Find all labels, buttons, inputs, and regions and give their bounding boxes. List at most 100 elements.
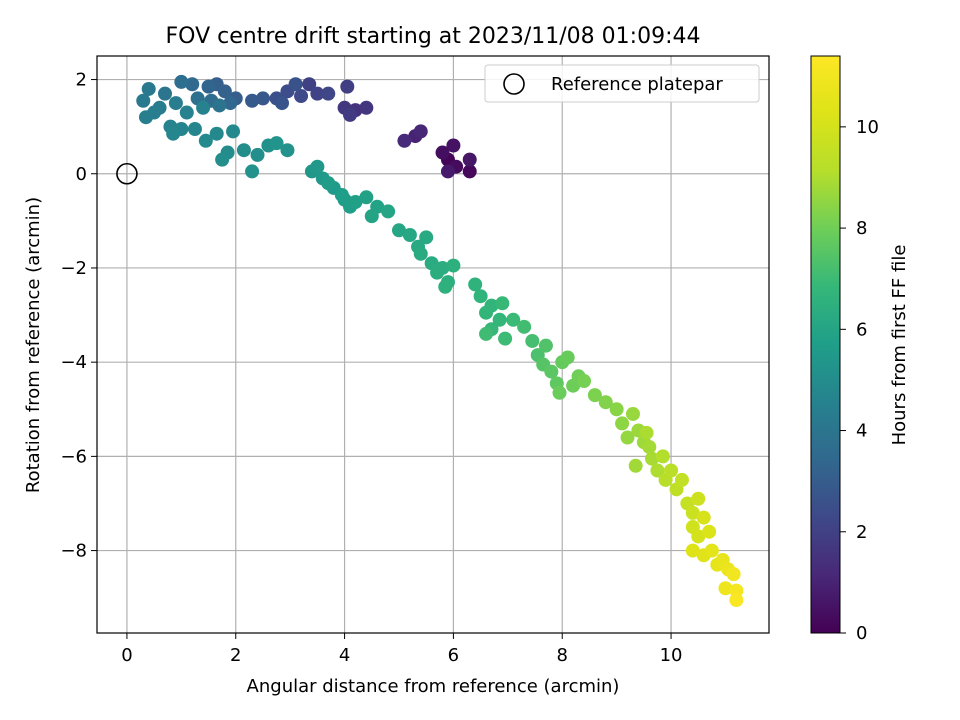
data-point xyxy=(525,333,540,348)
data-point xyxy=(655,449,670,464)
data-point xyxy=(250,147,265,162)
data-point xyxy=(492,312,507,327)
data-point xyxy=(198,133,213,148)
y-tick-label: 2 xyxy=(76,70,87,91)
data-point xyxy=(236,143,251,158)
data-point xyxy=(468,277,483,292)
data-point xyxy=(212,98,227,113)
data-point xyxy=(340,79,355,94)
data-point xyxy=(729,593,744,608)
data-point xyxy=(359,190,374,205)
data-point xyxy=(696,510,711,525)
data-point xyxy=(245,164,260,179)
legend-box xyxy=(484,64,760,103)
data-point xyxy=(302,77,317,92)
reference-marker xyxy=(116,162,138,185)
data-point xyxy=(560,350,575,365)
data-point xyxy=(245,93,260,108)
y-tick-label: −4 xyxy=(60,352,87,373)
data-point xyxy=(158,86,173,101)
legend: Reference platepar xyxy=(484,64,760,103)
data-point xyxy=(438,279,453,294)
data-point xyxy=(413,124,428,139)
data-point xyxy=(702,524,717,539)
x-tick-label: 4 xyxy=(339,645,350,666)
data-point xyxy=(506,312,521,327)
data-point xyxy=(138,110,153,125)
data-point xyxy=(609,402,624,417)
data-point xyxy=(209,126,224,141)
data-point xyxy=(685,543,700,558)
colorbar-tick-label: 4 xyxy=(856,421,867,442)
data-point xyxy=(334,187,349,202)
data-point xyxy=(718,581,733,596)
legend-marker xyxy=(503,73,525,95)
colorbar-ticks: 0 2 4 6 8 10 xyxy=(840,117,879,644)
data-point xyxy=(517,319,532,334)
data-point xyxy=(185,77,200,92)
data-point xyxy=(552,385,567,400)
data-point xyxy=(310,86,325,101)
data-point xyxy=(615,416,630,431)
x-axis-label: Angular distance from reference (arcmin) xyxy=(247,676,620,697)
data-point xyxy=(359,100,374,115)
y-tick-label: −8 xyxy=(60,541,87,562)
data-point xyxy=(294,89,309,104)
data-point xyxy=(275,96,290,111)
data-point xyxy=(381,204,396,219)
data-point xyxy=(538,338,553,353)
colorbar-tick-label: 6 xyxy=(856,319,867,340)
data-point xyxy=(685,505,700,520)
data-point xyxy=(364,209,379,224)
data-point xyxy=(544,364,559,379)
reference-platepar-point xyxy=(116,162,138,185)
data-point xyxy=(321,86,336,101)
data-point xyxy=(255,91,270,106)
data-point xyxy=(430,265,445,280)
data-point xyxy=(576,374,591,389)
data-point xyxy=(498,331,513,346)
x-tick-label: 8 xyxy=(557,645,568,666)
data-point xyxy=(650,463,665,478)
data-point xyxy=(446,258,461,273)
data-point xyxy=(310,159,325,174)
data-point xyxy=(348,195,363,210)
data-point xyxy=(391,223,406,238)
y-tick-label: −2 xyxy=(60,258,87,279)
colorbar-tick-label: 2 xyxy=(856,522,867,543)
data-point xyxy=(174,74,189,89)
data-point xyxy=(462,164,477,179)
y-tick-label: 0 xyxy=(76,164,87,185)
data-point xyxy=(664,463,679,478)
data-point xyxy=(402,227,417,242)
data-point xyxy=(223,96,238,111)
data-point xyxy=(136,93,151,108)
data-point xyxy=(269,136,284,151)
data-point xyxy=(479,326,494,341)
x-axis-ticks: 0 2 4 6 8 10 xyxy=(121,633,683,666)
data-point xyxy=(217,84,232,99)
data-point xyxy=(462,152,477,167)
data-point xyxy=(435,145,450,160)
colorbar-tick-label: 10 xyxy=(856,117,879,138)
data-point xyxy=(674,472,689,487)
data-point xyxy=(288,77,303,92)
data-point xyxy=(479,305,494,320)
plot-frame xyxy=(96,55,770,634)
data-point xyxy=(726,567,741,582)
data-point xyxy=(642,439,657,454)
data-point xyxy=(413,246,428,261)
colorbar-tick-label: 0 xyxy=(856,623,867,644)
colorbar-label: Hours from first FF file xyxy=(889,245,910,446)
data-point xyxy=(704,543,719,558)
data-point xyxy=(440,164,455,179)
y-tick-label: −6 xyxy=(60,446,87,467)
data-point xyxy=(397,133,412,148)
data-point xyxy=(625,406,640,421)
x-tick-label: 6 xyxy=(448,645,459,666)
data-point xyxy=(141,81,156,96)
data-point xyxy=(598,395,613,410)
x-tick-label: 2 xyxy=(230,645,241,666)
data-point xyxy=(691,491,706,506)
